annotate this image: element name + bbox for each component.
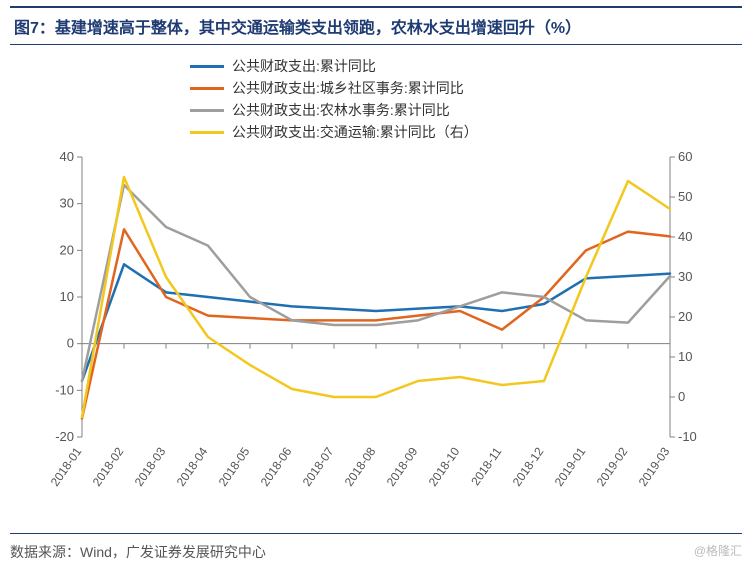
svg-text:2018-06: 2018-06 xyxy=(258,444,295,488)
svg-text:20: 20 xyxy=(678,309,692,324)
svg-text:10: 10 xyxy=(60,289,74,304)
svg-text:2018-05: 2018-05 xyxy=(216,444,253,488)
legend-swatch xyxy=(190,65,224,68)
svg-text:0: 0 xyxy=(678,389,685,404)
chart-svg: -20-10010203040-1001020304050602018-0120… xyxy=(26,147,726,517)
chart-title: 图7：基建增速高于整体，其中交通运输类支出领跑，农林水支出增速回升（%） xyxy=(10,6,742,45)
svg-text:40: 40 xyxy=(678,229,692,244)
svg-text:2018-08: 2018-08 xyxy=(342,444,379,488)
svg-text:2019-01: 2019-01 xyxy=(552,444,589,488)
source-text: 数据来源：Wind，广发证券发展研究中心 xyxy=(10,542,266,562)
svg-text:2018-09: 2018-09 xyxy=(384,444,421,488)
legend-label: 公共财政支出:累计同比 xyxy=(232,56,376,76)
svg-text:-10: -10 xyxy=(678,429,697,444)
legend-item: 公共财政支出:城乡社区事务:累计同比 xyxy=(190,77,742,99)
svg-text:2018-03: 2018-03 xyxy=(132,444,169,488)
svg-text:2018-01: 2018-01 xyxy=(48,444,85,488)
svg-text:2018-12: 2018-12 xyxy=(510,444,547,488)
legend: 公共财政支出:累计同比公共财政支出:城乡社区事务:累计同比公共财政支出:农林水事… xyxy=(190,55,742,143)
svg-text:10: 10 xyxy=(678,349,692,364)
svg-text:2018-07: 2018-07 xyxy=(300,444,337,488)
svg-text:50: 50 xyxy=(678,189,692,204)
svg-text:0: 0 xyxy=(67,336,74,351)
plot-area: -20-10010203040-1001020304050602018-0120… xyxy=(26,147,726,517)
svg-text:30: 30 xyxy=(60,196,74,211)
svg-text:2019-02: 2019-02 xyxy=(594,444,631,488)
legend-label: 公共财政支出:城乡社区事务:累计同比 xyxy=(232,78,464,98)
legend-item: 公共财政支出:交通运输:累计同比（右） xyxy=(190,121,742,143)
svg-text:2018-11: 2018-11 xyxy=(468,444,504,488)
svg-text:20: 20 xyxy=(60,242,74,257)
svg-text:40: 40 xyxy=(60,149,74,164)
legend-item: 公共财政支出:农林水事务:累计同比 xyxy=(190,99,742,121)
legend-swatch xyxy=(190,109,224,112)
svg-text:2019-03: 2019-03 xyxy=(636,444,673,488)
svg-text:2018-02: 2018-02 xyxy=(90,444,127,488)
svg-text:2018-04: 2018-04 xyxy=(174,444,211,488)
svg-text:-20: -20 xyxy=(55,429,74,444)
legend-label: 公共财政支出:农林水事务:累计同比 xyxy=(232,100,450,120)
legend-swatch xyxy=(190,131,224,134)
figure-container: 图7：基建增速高于整体，其中交通运输类支出领跑，农林水支出增速回升（%） 公共财… xyxy=(0,0,752,588)
watermark: @格隆汇 xyxy=(694,542,742,562)
svg-text:30: 30 xyxy=(678,269,692,284)
legend-label: 公共财政支出:交通运输:累计同比（右） xyxy=(232,122,478,142)
legend-swatch xyxy=(190,87,224,90)
svg-text:60: 60 xyxy=(678,149,692,164)
legend-item: 公共财政支出:累计同比 xyxy=(190,55,742,77)
svg-text:-10: -10 xyxy=(55,382,74,397)
svg-text:2018-10: 2018-10 xyxy=(426,444,463,488)
source-bar: 数据来源：Wind，广发证券发展研究中心 @格隆汇 xyxy=(10,533,742,562)
